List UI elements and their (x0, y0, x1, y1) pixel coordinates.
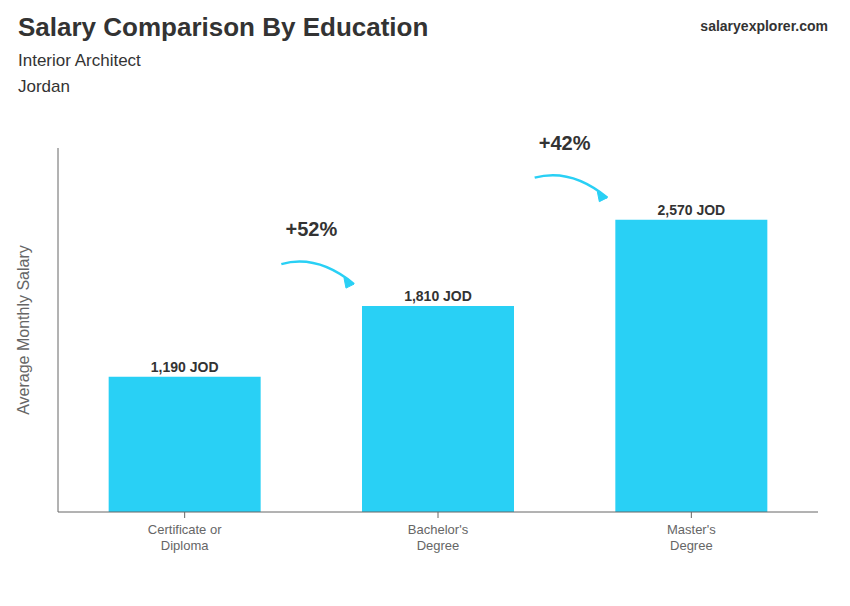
html-text:Salary Comparison By Education: Salary Comparison By Education (18, 12, 429, 42)
html-text:Interior Architect: Interior Architect (18, 51, 141, 70)
svg-text:Certificate orDiploma: Certificate orDiploma (148, 522, 222, 553)
svg-text:+52%: +52% (285, 218, 337, 240)
svg-text:+42%: +42% (539, 132, 591, 154)
html-text:salaryexplorer.com: salaryexplorer.com (700, 18, 828, 34)
svg-text:1,190 JOD: 1,190 JOD (151, 359, 219, 375)
html-text:Jordan: Jordan (18, 77, 70, 96)
svg-text:2,570 JOD: 2,570 JOD (657, 202, 725, 218)
svg-text:Average Monthly Salary: Average Monthly Salary (15, 245, 32, 415)
svg-text:Master'sDegree: Master'sDegree (667, 522, 716, 553)
svg-text:1,810 JOD: 1,810 JOD (404, 288, 472, 304)
svg-text:Bachelor'sDegree: Bachelor'sDegree (408, 522, 469, 553)
